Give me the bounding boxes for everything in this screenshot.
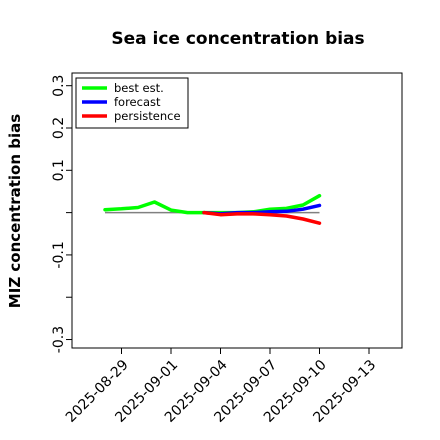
legend-label: best est. — [114, 81, 164, 95]
chart-title: Sea ice concentration bias — [111, 29, 364, 49]
plot-area — [71, 72, 403, 349]
y-axis: -0.3 -0.1 0.1 0.2 0.3 — [51, 75, 72, 353]
legend-label: persistence — [114, 109, 181, 123]
y-tick-label: 0.2 — [51, 117, 67, 139]
y-tick-label: -0.3 — [51, 326, 67, 353]
y-axis-label: MIZ concentration bias — [6, 114, 24, 308]
y-tick-label: -0.1 — [51, 241, 67, 268]
y-tick-label: 0.1 — [51, 159, 67, 181]
series-layer — [103, 193, 322, 225]
x-axis: 2025-08-292025-09-012025-09-042025-09-07… — [63, 348, 379, 426]
series-line-2 — [202, 210, 322, 225]
y-tick-label: 0.3 — [51, 75, 67, 97]
legend-label: forecast — [114, 95, 161, 109]
